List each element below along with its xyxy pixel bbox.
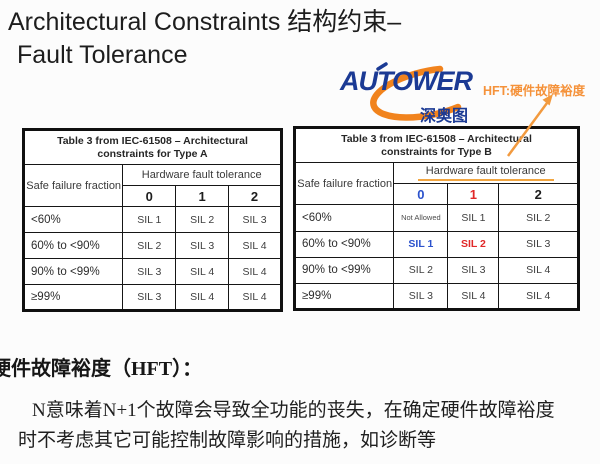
hft-orange-underline: Hardware fault tolerance	[417, 165, 554, 182]
table-row: ≥99% SIL 3 SIL 4 SIL 4	[293, 282, 579, 311]
table-a-col-header: 0	[122, 185, 177, 207]
table-type-a: Table 3 from IEC-61508 – Architectural c…	[22, 128, 283, 312]
page-title-line1: Architectural Constraints 结构约束–	[8, 8, 402, 36]
table-row: <60% SIL 1 SIL 2 SIL 3	[22, 206, 282, 233]
table-a-col-header: 2	[228, 185, 282, 207]
callout-arrow-icon	[506, 94, 553, 157]
hft-body-line1: N意味着N+1个故障会导致全功能的丧失，在确定硬件故障裕度	[32, 400, 555, 421]
logo-accent-mark	[376, 62, 388, 71]
table-a-title: Table 3 from IEC-61508 – Architectural c…	[23, 129, 282, 165]
hft-callout-label: HFT:硬件故障裕度	[483, 84, 586, 98]
table-row: 60% to <90% SIL 1 SIL 2 SIL 3	[293, 230, 579, 258]
table-b-col-header: 1	[447, 183, 500, 206]
table-b-col-header: 2	[498, 183, 579, 206]
autower-logo: AUTOWER 深奥图	[336, 61, 488, 127]
not-allowed-cell: Not Allowed	[393, 204, 449, 232]
hft-body-line2: 时不考虑其它可能控制故障影响的措施，如诊断等	[18, 430, 437, 451]
table-row: 90% to <99% SIL 3 SIL 4 SIL 4	[22, 258, 282, 285]
table-row: 60% to <90% SIL 2 SIL 3 SIL 4	[22, 232, 282, 259]
hft-definition-heading: 硬件故障裕度（HFT）：	[0, 358, 203, 380]
table-b-row-header: Safe failure fraction	[293, 162, 395, 206]
page-title-line2: Fault Tolerance	[17, 41, 188, 69]
table-a-col-group-header: Hardware fault tolerance	[122, 164, 282, 186]
table-row: <60% Not Allowed SIL 1 SIL 2	[293, 204, 579, 232]
table-b-title: Table 3 from IEC-61508 – Architectural c…	[294, 126, 579, 164]
table-type-b: Table 3 from IEC-61508 – Architectural c…	[293, 126, 580, 311]
logo-brand-text: AUTOWER	[340, 66, 473, 96]
table-a-col-header: 1	[175, 185, 230, 207]
table-a-row-header: Safe failure fraction	[22, 164, 124, 207]
table-b-col-header: 0	[393, 183, 449, 206]
logo-subtitle-text: 深奥图	[420, 108, 469, 125]
hft-definition-body: N意味着N+1个故障会导致全功能的丧失，在确定硬件故障裕度 时不考虑其它可能控制…	[18, 396, 600, 456]
table-row: ≥99% SIL 3 SIL 4 SIL 4	[22, 284, 282, 311]
table-row: 90% to <99% SIL 2 SIL 3 SIL 4	[293, 256, 579, 284]
logo-swoosh-icon	[370, 62, 462, 121]
page-title: Architectural Constraints 结构约束– Fault To…	[8, 6, 401, 72]
table-b-col-group-header: Hardware fault tolerance	[393, 162, 579, 185]
